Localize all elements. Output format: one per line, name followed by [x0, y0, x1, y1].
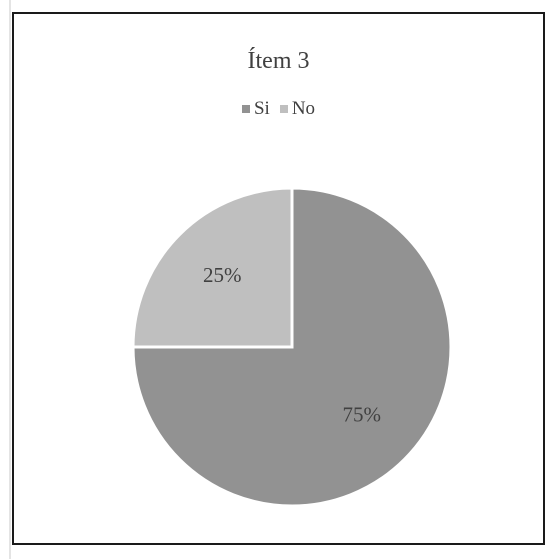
- legend-swatch-si: [241, 105, 250, 113]
- data-label-si: 75%: [342, 403, 381, 427]
- legend-item-no: No: [279, 98, 316, 120]
- legend-item-si: Si: [241, 98, 270, 120]
- pie-chart: 75% 25%: [131, 186, 453, 508]
- chart-title: Ítem 3: [247, 48, 310, 74]
- legend-label-no: No: [291, 98, 316, 119]
- chart-container: Ítem 3 Si No 75% 25%: [12, 12, 545, 545]
- left-edge-ruler: [9, 0, 11, 559]
- legend-label-si: Si: [253, 98, 270, 119]
- pie-slice-no: [131, 186, 294, 349]
- legend-swatch-no: [279, 105, 288, 113]
- chart-legend: Si No: [14, 98, 543, 120]
- data-label-no: 25%: [203, 263, 242, 287]
